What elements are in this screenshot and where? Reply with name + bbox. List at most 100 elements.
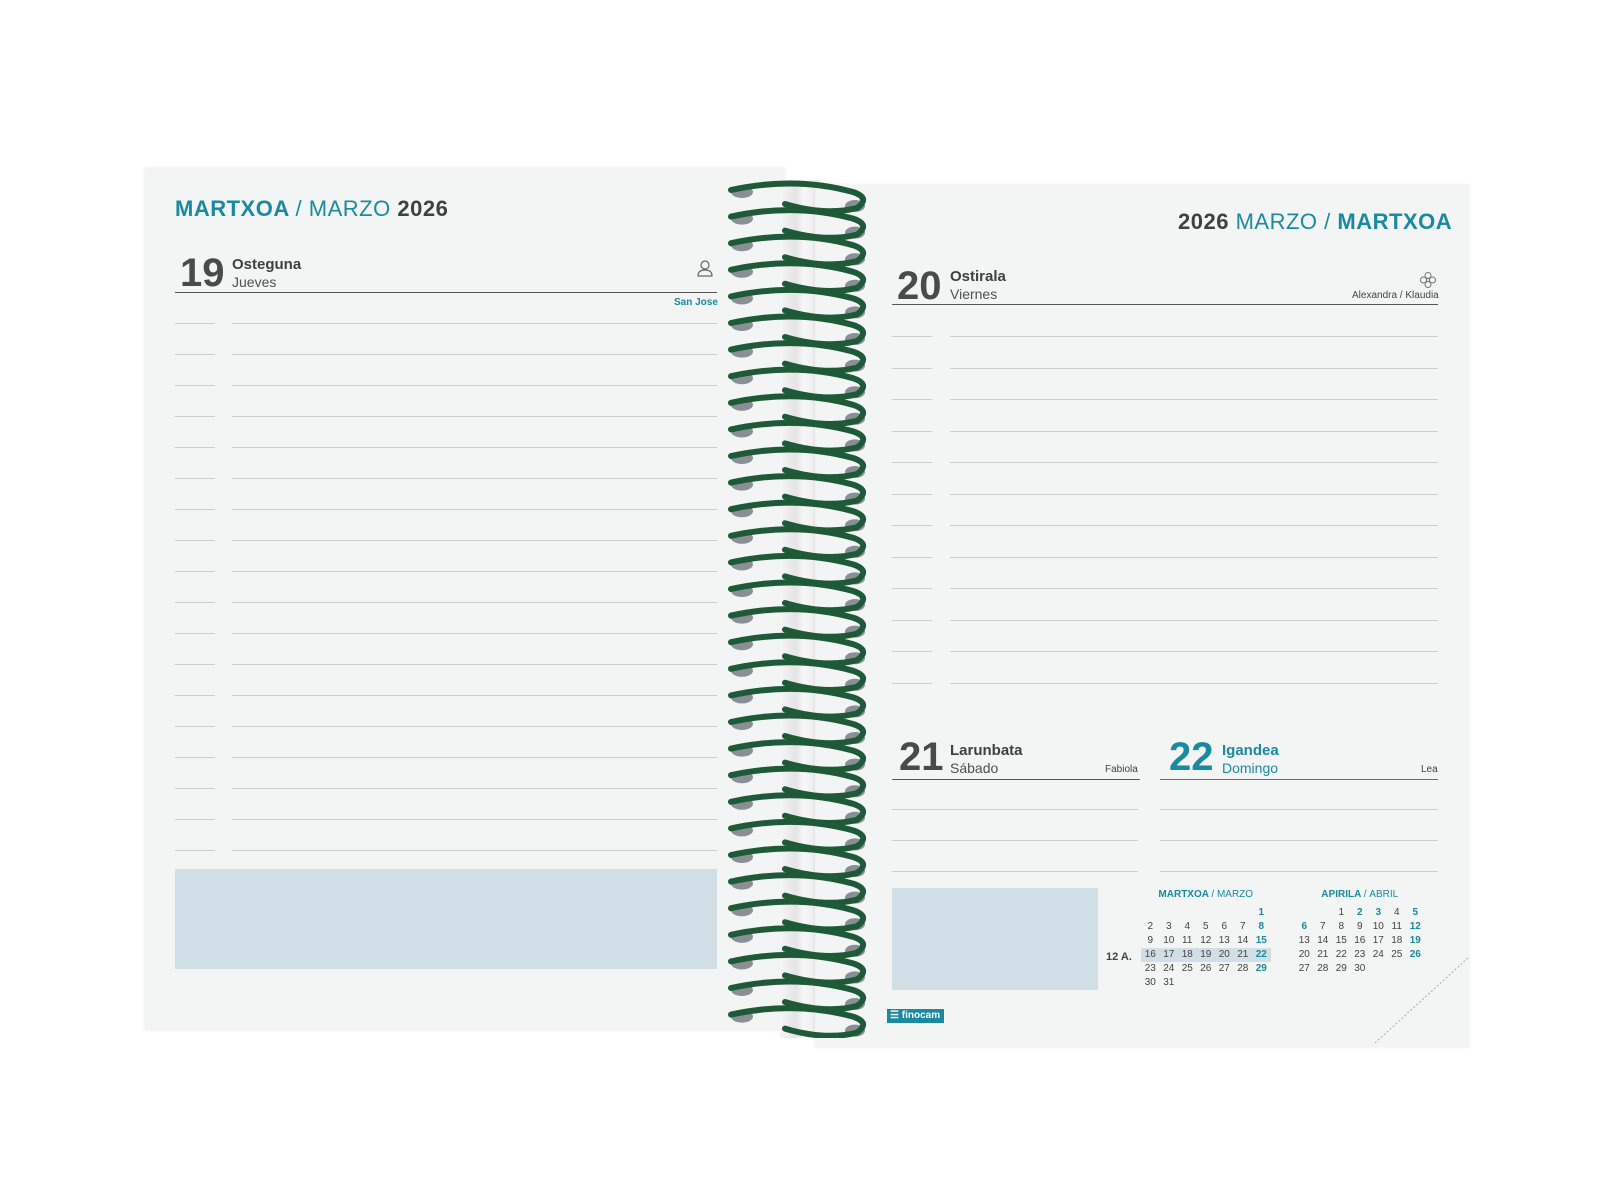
day-name-eu-19: Osteguna bbox=[232, 256, 302, 273]
calendar-day: 28 bbox=[1237, 963, 1249, 974]
hour-line bbox=[892, 588, 932, 589]
hour-line bbox=[892, 367, 932, 369]
writing-line bbox=[232, 385, 717, 386]
day-rule-19 bbox=[175, 292, 717, 293]
calendar-day: 14 bbox=[1317, 935, 1329, 946]
calendar-day: 13 bbox=[1298, 935, 1310, 946]
day-number-22: 22 bbox=[1169, 735, 1214, 779]
calendar-day: 22 bbox=[1252, 948, 1271, 962]
writing-line bbox=[232, 509, 717, 510]
calendar-day: 3 bbox=[1165, 921, 1172, 932]
calendar-day: 2 bbox=[1356, 907, 1363, 918]
left-note-box[interactable] bbox=[175, 869, 717, 969]
calendar-day: 12 bbox=[1200, 935, 1212, 946]
calendar-day: 15 bbox=[1255, 935, 1267, 946]
writing-line bbox=[232, 633, 717, 634]
calendar-day: 18 bbox=[1178, 948, 1197, 962]
writing-line bbox=[232, 354, 717, 355]
hour-line bbox=[892, 682, 932, 684]
day-rule-21 bbox=[892, 779, 1140, 780]
writing-line bbox=[232, 850, 717, 851]
hour-line bbox=[175, 819, 215, 820]
calendar-day: 21 bbox=[1317, 949, 1329, 960]
calendar-day: 6 bbox=[1221, 921, 1228, 932]
calendar-day: 24 bbox=[1372, 949, 1384, 960]
writing-line bbox=[950, 399, 1438, 400]
writing-line bbox=[950, 588, 1438, 589]
writing-line bbox=[950, 493, 1438, 495]
calendar-day bbox=[1141, 906, 1160, 920]
calendar-day: 7 bbox=[1239, 921, 1246, 932]
hour-line bbox=[892, 619, 932, 621]
calendar-day: 29 bbox=[1335, 963, 1347, 974]
calendar-day: 26 bbox=[1200, 963, 1212, 974]
hour-line bbox=[892, 336, 932, 337]
calendar-day: 16 bbox=[1354, 935, 1366, 946]
hour-line bbox=[892, 556, 932, 558]
calendar-day bbox=[1295, 906, 1314, 920]
hour-line bbox=[175, 850, 215, 851]
calendar-day: 24 bbox=[1163, 963, 1175, 974]
calendar-day: 1 bbox=[1258, 907, 1265, 918]
calendar-day: 28 bbox=[1317, 963, 1329, 974]
calendar-day: 17 bbox=[1372, 935, 1384, 946]
hour-line bbox=[175, 509, 215, 510]
writing-line bbox=[232, 788, 717, 789]
hour-line bbox=[892, 525, 932, 526]
hour-line bbox=[175, 664, 215, 665]
right-note-box[interactable] bbox=[892, 888, 1098, 990]
writing-line bbox=[232, 323, 717, 324]
calendar-day: 25 bbox=[1181, 963, 1193, 974]
calendar-day: 20 bbox=[1298, 949, 1310, 960]
calendar-day: 4 bbox=[1184, 921, 1191, 932]
day-name-es-21: Sábado bbox=[950, 760, 999, 776]
calendar-day: 27 bbox=[1298, 963, 1310, 974]
hour-line bbox=[175, 788, 215, 789]
calendar-day bbox=[1314, 906, 1333, 920]
saint-label-20: Alexandra / Klaudia bbox=[1352, 290, 1439, 301]
writing-line bbox=[232, 695, 717, 696]
writing-line bbox=[950, 619, 1438, 621]
calendar-day bbox=[1234, 906, 1253, 920]
writing-line bbox=[232, 664, 717, 665]
hour-line bbox=[892, 462, 932, 463]
calendar-day: 5 bbox=[1202, 921, 1209, 932]
writing-line bbox=[950, 430, 1438, 432]
calendar-day: 11 bbox=[1182, 935, 1193, 946]
calendar-day: 26 bbox=[1409, 949, 1421, 960]
calendar-day bbox=[1215, 976, 1234, 990]
calendar-day: 9 bbox=[1147, 935, 1154, 946]
person-icon bbox=[697, 260, 713, 277]
calendar-day: 3 bbox=[1375, 907, 1382, 918]
calendar-day: 2 bbox=[1147, 921, 1154, 932]
calendar-day: 7 bbox=[1319, 921, 1326, 932]
calendar-day: 30 bbox=[1354, 963, 1366, 974]
day-rule-22 bbox=[1160, 779, 1438, 780]
calendar-day: 18 bbox=[1391, 935, 1403, 946]
writing-line bbox=[232, 416, 717, 417]
calendar-day: 14 bbox=[1237, 935, 1249, 946]
writing-line bbox=[1160, 809, 1438, 810]
calendar-day: 19 bbox=[1196, 948, 1215, 962]
hour-line bbox=[175, 602, 215, 603]
day-rule-20 bbox=[892, 304, 1438, 305]
hour-line bbox=[892, 493, 932, 495]
hour-line bbox=[175, 726, 215, 727]
calendar-day: 25 bbox=[1391, 949, 1403, 960]
hour-line bbox=[175, 540, 215, 541]
hour-line bbox=[892, 651, 932, 652]
calendar-day: 27 bbox=[1218, 963, 1230, 974]
left-month-header: MARTXOA / MARZO 2026 bbox=[175, 196, 449, 221]
writing-line bbox=[892, 809, 1138, 810]
mini-calendar-title-april: APIRILA / ABRIL bbox=[1321, 889, 1399, 900]
hour-line bbox=[175, 354, 215, 355]
writing-line bbox=[950, 462, 1438, 463]
right-month-header: 2026 MARZO / MARTXOA bbox=[1178, 209, 1453, 234]
writing-line bbox=[892, 871, 1138, 872]
writing-line bbox=[892, 840, 1138, 841]
day-number-21: 21 bbox=[899, 735, 944, 779]
calendar-day bbox=[1178, 906, 1197, 920]
calendar-day: 1 bbox=[1338, 907, 1345, 918]
calendar-day: 23 bbox=[1144, 963, 1156, 974]
calendar-day: 19 bbox=[1409, 935, 1421, 946]
